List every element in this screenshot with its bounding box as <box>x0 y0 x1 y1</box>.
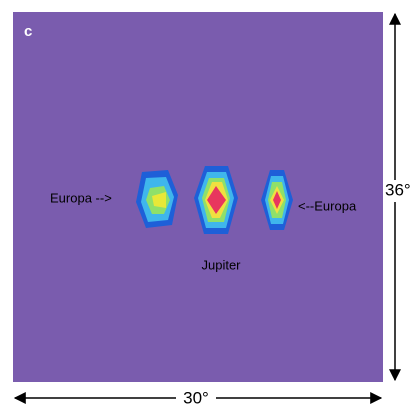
width-label: 30° <box>183 388 209 407</box>
panel-label: c <box>24 23 32 40</box>
europa-right-label: <--Europa <box>298 198 357 213</box>
jupiter-label: Jupiter <box>201 257 241 272</box>
figure: c Europa --> <--Europa Jupiter 36° 30° <box>0 0 412 411</box>
europa-left-label: Europa --> <box>50 190 112 205</box>
page: c Europa --> <--Europa Jupiter 36° 30° (… <box>0 0 412 411</box>
height-label: 36° <box>385 180 411 199</box>
